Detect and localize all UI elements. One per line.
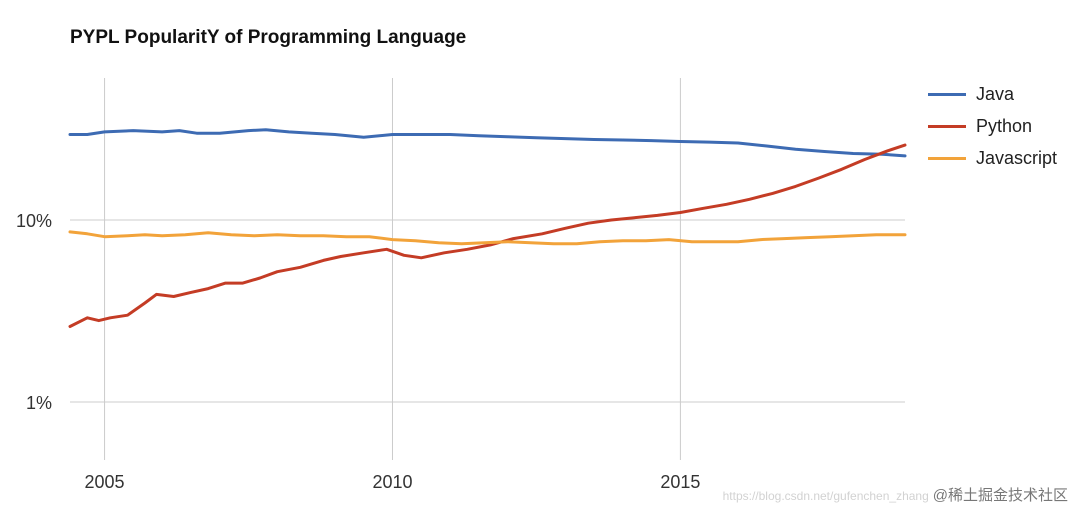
legend-label: Javascript [976,147,1058,168]
y-tick-label: 10% [16,211,52,231]
x-tick-label: 2015 [660,472,700,492]
series-line-javascript [68,230,907,246]
legend-swatch [928,156,966,160]
legend-item-javascript: Javascript [928,142,1057,174]
watermark: https://blog.csdn.net/gufenchen_zhang @稀土… [723,484,1068,505]
watermark-text: @稀土掘金技术社区 [932,487,1068,504]
chart-title: PYPL PopularitY of Programming Language [70,27,467,48]
y-tick-label: 1% [26,393,52,413]
legend-label: Python [976,115,1033,136]
watermark-url: https://blog.csdn.net/gufenchen_zhang [722,489,929,503]
legend-item-java: Java [928,78,1057,110]
x-tick-label: 2005 [85,472,125,492]
x-tick-label: 2010 [372,472,412,492]
legend: Java Python Javascript [928,78,1057,174]
legend-swatch [928,92,966,96]
legend-label: Java [976,83,1015,104]
legend-item-python: Python [928,110,1057,142]
series-line-python [68,143,907,328]
legend-swatch [928,124,966,128]
series-line-java [68,128,907,158]
